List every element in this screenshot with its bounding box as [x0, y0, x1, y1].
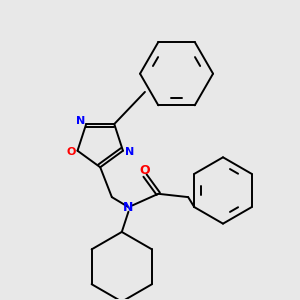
Text: O: O — [66, 147, 76, 158]
Text: O: O — [140, 164, 150, 177]
Text: N: N — [125, 147, 134, 158]
Text: N: N — [76, 116, 85, 126]
Text: N: N — [123, 201, 134, 214]
